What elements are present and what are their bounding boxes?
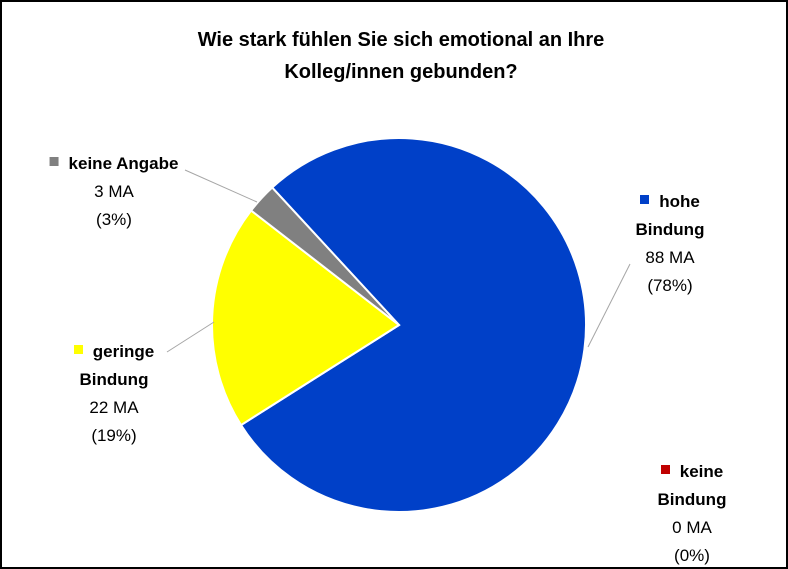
data-label: hohe Bindung 88 MA (78%) — [612, 188, 728, 300]
category-name: keine Bindung — [657, 462, 727, 509]
data-label: keine Angabe 3 MA (3%) — [49, 150, 179, 234]
label-name-row: geringe Bindung — [69, 338, 159, 394]
legend-marker — [640, 195, 650, 204]
category-name: hohe Bindung — [635, 192, 705, 239]
value-label: 22 MA — [89, 398, 139, 417]
percent-label: (19%) — [91, 426, 137, 445]
label-name-row: keine Bindung — [645, 458, 739, 514]
leader-line — [184, 169, 258, 203]
percent-label: (3%) — [96, 210, 132, 229]
legend-marker — [73, 345, 83, 354]
percent-label: (78%) — [647, 276, 693, 295]
value-label: 0 MA — [672, 518, 712, 537]
value-label: 88 MA — [645, 248, 695, 267]
label-name-row: keine Angabe — [49, 150, 179, 178]
category-name: geringe Bindung — [79, 342, 155, 389]
pie-slice — [211, 209, 401, 427]
data-label: keine Bindung 0 MA (0%) — [645, 458, 739, 567]
category-name: keine Angabe — [68, 154, 179, 173]
label-name-row: hohe Bindung — [612, 188, 728, 244]
pie-slice — [239, 137, 587, 513]
legend-marker — [49, 157, 59, 166]
leader-line — [587, 263, 631, 348]
pie-slice — [249, 186, 400, 326]
leader-line — [166, 321, 215, 353]
chart-title: Wie stark fühlen Sie sich emotional an I… — [197, 29, 605, 83]
value-label: 3 MA — [94, 182, 134, 201]
legend-marker — [660, 465, 670, 474]
percent-label: (0%) — [674, 546, 710, 565]
data-label: geringe Bindung 22 MA (19%) — [69, 338, 159, 450]
